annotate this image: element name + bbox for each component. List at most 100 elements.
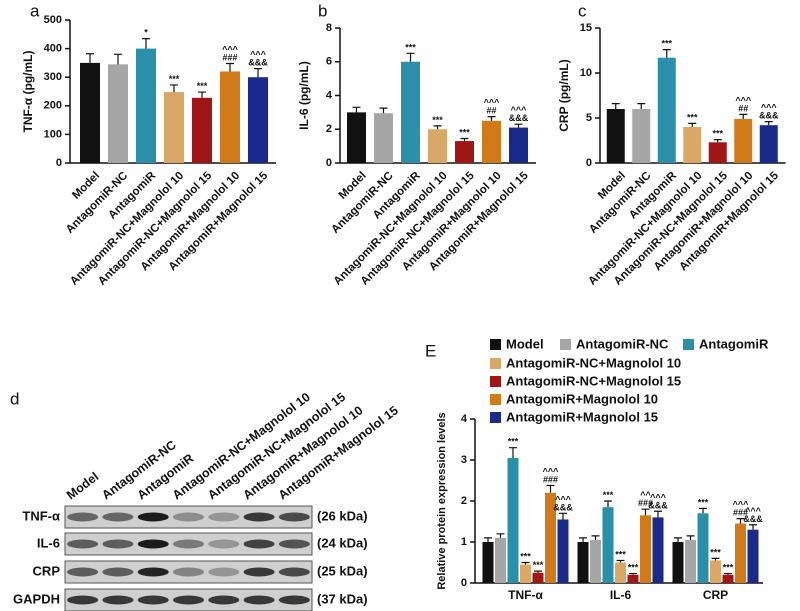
legend-swatch bbox=[490, 358, 501, 369]
bar bbox=[455, 141, 474, 163]
significance-label: *** bbox=[687, 112, 698, 122]
bar bbox=[482, 542, 494, 583]
bar bbox=[428, 129, 447, 163]
y-tick-label: 200 bbox=[44, 100, 62, 112]
protein-label: TNF-α bbox=[22, 508, 60, 523]
bar bbox=[708, 142, 727, 163]
y-tick-label: 400 bbox=[44, 43, 62, 55]
error-bar bbox=[559, 512, 567, 520]
error-bar bbox=[514, 123, 523, 128]
bar bbox=[108, 64, 128, 163]
blot-band bbox=[102, 512, 134, 522]
bar bbox=[632, 109, 651, 163]
bar bbox=[192, 97, 212, 163]
y-tick-label: 0 bbox=[586, 157, 592, 169]
bar bbox=[482, 120, 501, 163]
blot-band bbox=[172, 512, 205, 522]
significance-label: ### bbox=[733, 508, 748, 518]
blot-band bbox=[67, 539, 99, 549]
size-label: (26 kDa) bbox=[317, 508, 368, 523]
significance-label: ^^^ bbox=[250, 50, 267, 60]
significance-label: * bbox=[144, 28, 148, 38]
error-bar bbox=[534, 570, 542, 573]
error-bar bbox=[713, 139, 722, 143]
significance-label: ^^^ bbox=[761, 103, 778, 113]
legend-label: AntagomiR bbox=[699, 336, 769, 351]
blot-band bbox=[278, 567, 310, 577]
y-tick-label: 2 bbox=[326, 123, 332, 135]
protein-label: CRP bbox=[33, 563, 61, 578]
error-bar bbox=[546, 484, 555, 493]
bar bbox=[590, 539, 601, 583]
significance-label: *** bbox=[628, 563, 639, 573]
legend-label: AntagomiR+Magnolol 10 bbox=[506, 391, 658, 406]
blot-band bbox=[67, 595, 99, 605]
legend-label: AntagomiR+Magnolol 15 bbox=[506, 409, 658, 424]
blot-band bbox=[243, 595, 275, 605]
y-tick-label: 4 bbox=[461, 413, 468, 425]
y-tick-label: 500 bbox=[44, 14, 62, 26]
significance-label: ^^^ bbox=[745, 506, 762, 516]
bar bbox=[672, 542, 684, 583]
blot-band bbox=[208, 567, 240, 577]
significance-label: ## bbox=[486, 106, 496, 116]
significance-label: &&& bbox=[759, 111, 779, 121]
significance-label: *** bbox=[520, 552, 531, 562]
error-bar bbox=[521, 561, 530, 565]
legend-swatch bbox=[683, 339, 694, 350]
significance-label: ^^^ bbox=[222, 44, 239, 54]
bar bbox=[657, 57, 676, 164]
error-bar bbox=[764, 121, 773, 126]
x-tick-label: CRP bbox=[703, 588, 728, 602]
significance-label: ^^^ bbox=[735, 95, 752, 105]
error-bar bbox=[724, 572, 732, 575]
y-tick-label: 8 bbox=[326, 22, 332, 34]
protein-label: IL-6 bbox=[37, 535, 60, 550]
y-axis-label: CRP (pg/mL) bbox=[557, 59, 571, 131]
blot-strip bbox=[64, 532, 313, 556]
significance-label: ^^^ bbox=[543, 466, 560, 476]
error-bar bbox=[736, 518, 745, 524]
error-bar bbox=[254, 68, 262, 78]
blot-band bbox=[278, 595, 310, 605]
error-bar bbox=[379, 107, 388, 114]
error-bar bbox=[699, 507, 707, 514]
x-tick-label: TNF-α bbox=[508, 588, 543, 602]
bar bbox=[615, 562, 626, 583]
significance-label: ^^^ bbox=[511, 105, 528, 115]
bar bbox=[747, 529, 759, 583]
error-bar bbox=[641, 508, 650, 516]
bar bbox=[606, 109, 625, 163]
significance-label: ^^^ bbox=[555, 494, 572, 504]
y-axis-label: IL-6 (pg/mL) bbox=[297, 61, 311, 130]
blot-band bbox=[208, 512, 240, 522]
significance-label: ### bbox=[543, 474, 558, 484]
blot-band bbox=[172, 539, 205, 549]
panel-label: E bbox=[425, 341, 436, 360]
error-bar bbox=[611, 103, 620, 109]
significance-label: &&& bbox=[648, 500, 668, 510]
blot-band bbox=[102, 595, 134, 605]
significance-label: *** bbox=[169, 74, 180, 84]
blot-band bbox=[137, 567, 169, 577]
y-tick-label: 0 bbox=[56, 157, 62, 169]
y-axis-label: Relative protein expression levels bbox=[436, 412, 448, 589]
significance-label: ## bbox=[738, 103, 748, 113]
y-tick-label: 300 bbox=[44, 71, 62, 83]
legend-swatch bbox=[490, 412, 501, 423]
significance-label: *** bbox=[603, 490, 614, 500]
significance-label: ^^^ bbox=[650, 492, 667, 502]
significance-label: *** bbox=[698, 497, 709, 507]
legend-swatch bbox=[490, 394, 501, 405]
significance-label: &&& bbox=[509, 113, 529, 123]
bar bbox=[347, 112, 366, 163]
y-tick-label: 4 bbox=[326, 89, 333, 101]
y-tick-label: 0 bbox=[326, 157, 332, 169]
bar bbox=[627, 574, 639, 583]
blot-band bbox=[243, 512, 275, 522]
significance-label: *** bbox=[508, 437, 519, 447]
significance-label: &&& bbox=[248, 58, 268, 68]
error-bar bbox=[226, 62, 234, 72]
y-tick-label: 10 bbox=[580, 67, 592, 79]
bar bbox=[652, 517, 664, 583]
